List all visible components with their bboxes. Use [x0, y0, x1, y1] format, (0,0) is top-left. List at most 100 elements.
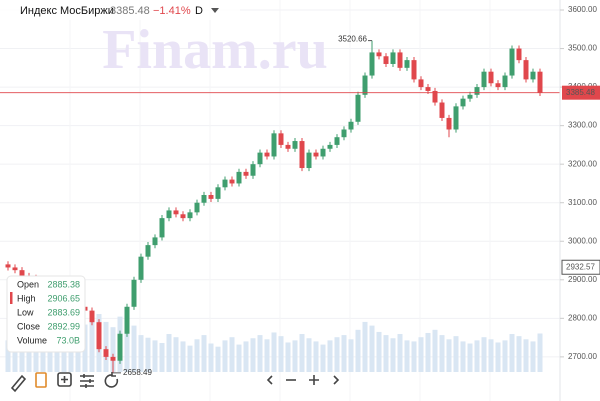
interval-dropdown[interactable]: [211, 8, 219, 13]
candle-body: [523, 60, 529, 80]
candle-body: [299, 141, 305, 169]
tooltip-value: 2906.65: [47, 293, 80, 303]
volume-bar: [292, 340, 298, 372]
volume-bar: [523, 339, 529, 372]
candle-body: [285, 144, 291, 149]
scroll-right[interactable]: [333, 375, 340, 385]
volume-bar: [68, 336, 74, 372]
tooltip-value: 2892.99: [47, 321, 80, 331]
volume-bar: [145, 337, 151, 372]
draw-tool[interactable]: [10, 374, 27, 393]
volume-bar: [5, 340, 11, 372]
volume-bar: [495, 342, 501, 372]
header-bg: [0, 0, 240, 20]
volume-bar: [439, 335, 445, 372]
candle-body: [278, 133, 284, 145]
candle-body: [159, 218, 165, 238]
tooltip-value: 2885.38: [47, 279, 80, 289]
volume-bar: [271, 332, 277, 372]
tooltip-value: 2883.69: [47, 307, 80, 317]
header: Индекс МосБиржи 3385.48 −1.41% D: [0, 0, 240, 20]
reset-tool[interactable]: [104, 372, 119, 388]
candle-body: [495, 83, 501, 88]
candle-body: [537, 71, 543, 93]
candle-body: [236, 171, 242, 184]
candle-body: [152, 237, 158, 246]
volume-bar: [250, 338, 256, 372]
candle-body: [313, 152, 319, 157]
volume-bar: [299, 334, 305, 372]
candle-body: [306, 152, 312, 169]
candle-body: [453, 106, 459, 130]
candle-body: [292, 141, 298, 149]
volume-bar: [110, 327, 116, 372]
candle-body: [432, 90, 438, 103]
crosshair-price-label: 2932.57: [566, 262, 595, 271]
volume-bar: [453, 336, 459, 372]
price-axis: 2700.00 2800.00 2900.00 3000.00 3100.00 3200.…: [560, 5, 600, 361]
last-price-box: [562, 85, 600, 100]
crosshair-price-box: [561, 259, 600, 275]
toolbar: [10, 372, 340, 393]
volume-bar: [502, 340, 508, 372]
volume-bar: [474, 340, 480, 372]
volume-bar: [355, 329, 361, 372]
volume-bar: [488, 339, 494, 372]
candle-body: [187, 212, 193, 219]
candle-body: [271, 133, 277, 157]
candle-body: [257, 152, 263, 165]
candle-body: [138, 256, 144, 280]
candle-body: [488, 71, 494, 84]
template-tool[interactable]: [35, 372, 47, 388]
volume-bar: [173, 337, 179, 372]
last-price-label: 3385.48: [566, 88, 595, 97]
volume-bar: [264, 339, 270, 372]
volume-bar: [376, 331, 382, 372]
volume-bar: [425, 332, 431, 372]
candle-body: [376, 52, 382, 57]
volume-bar: [243, 341, 249, 372]
volume-bar: [397, 334, 403, 372]
candle-body: [530, 71, 536, 80]
volume-bar: [362, 321, 368, 372]
candle-body: [474, 87, 480, 95]
volume-bar: [166, 334, 172, 372]
volume-bar: [278, 336, 284, 372]
add-indicator-plus[interactable]: [61, 376, 68, 383]
candle-body: [355, 94, 361, 122]
volume-bar: [481, 337, 487, 372]
candle-body: [5, 264, 11, 268]
volume-bar: [334, 337, 340, 372]
candle-body: [397, 52, 403, 68]
volume-bar: [33, 345, 39, 372]
scroll-left[interactable]: [266, 375, 273, 385]
candle-body: [264, 152, 270, 157]
volume-bar: [194, 339, 200, 372]
volume-bar: [418, 337, 424, 372]
candle-body: [348, 121, 354, 130]
candle-body: [439, 102, 445, 118]
volume-bar: [432, 329, 438, 372]
y-tick-label: 3100.00: [568, 198, 597, 207]
volume-bar: [26, 337, 32, 372]
candle-body: [334, 137, 340, 145]
candle-body: [180, 214, 186, 219]
add-indicator[interactable]: [57, 372, 72, 387]
zoom-in[interactable]: [309, 375, 319, 385]
volume-bar: [341, 335, 347, 372]
volume-bar: [75, 334, 81, 372]
candle-body: [12, 267, 18, 271]
tooltip-label: Open: [17, 279, 39, 289]
volume-bar: [229, 337, 235, 372]
candle-body: [166, 210, 172, 219]
volume-bar: [285, 342, 291, 372]
volume-bar: [530, 341, 536, 372]
price-change: −1.41%: [153, 5, 191, 17]
candle-body: [222, 179, 228, 188]
interval[interactable]: D: [195, 5, 203, 17]
settings-tool[interactable]: [80, 374, 94, 388]
volume-bar: [152, 340, 158, 372]
candle-body: [19, 270, 25, 276]
volume-bar: [446, 339, 452, 372]
